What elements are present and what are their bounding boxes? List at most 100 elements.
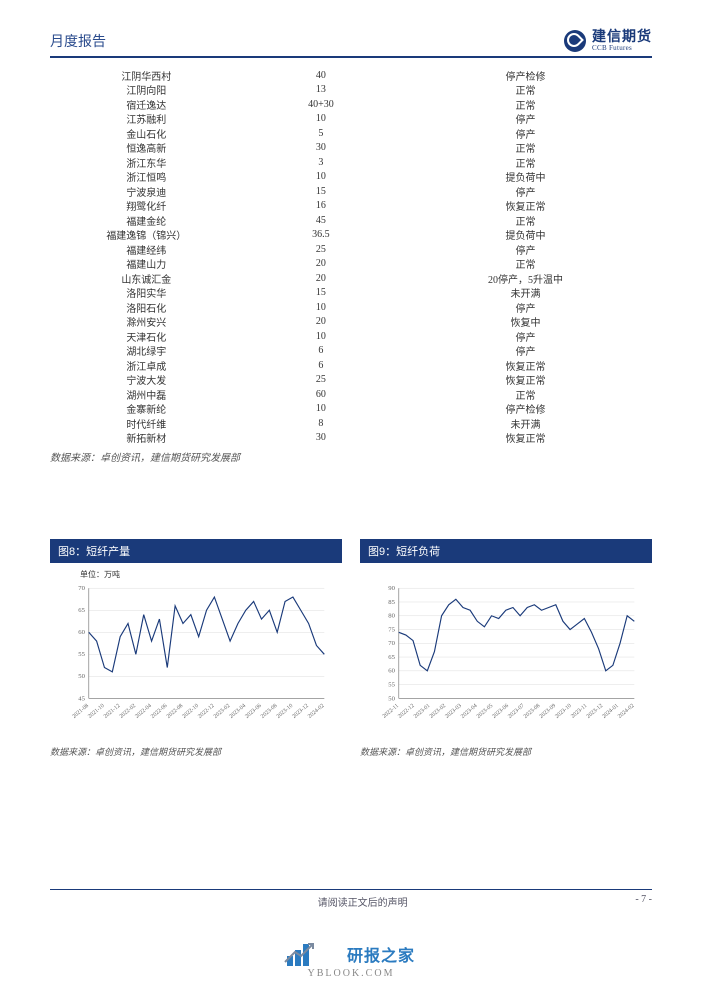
status-value: 未开满 [399, 416, 652, 431]
svg-text:2023-02: 2023-02 [213, 703, 232, 720]
status-value: 正常 [399, 155, 652, 170]
company-name: 浙江恒鸣 [50, 169, 243, 184]
table-row: 湖州中磊60正常 [50, 387, 652, 402]
watermark-bars-icon [287, 942, 341, 966]
capacity-value: 13 [243, 84, 400, 95]
company-name: 天津石化 [50, 329, 243, 344]
svg-text:55: 55 [78, 651, 85, 658]
chart9-area: 5055606570758085902022-112022-122023-012… [360, 563, 652, 733]
watermark-text: 研报之家 [347, 942, 415, 966]
svg-text:65: 65 [388, 654, 395, 661]
table-row: 新拓新材30恢复正常 [50, 431, 652, 446]
capacity-value: 20 [243, 273, 400, 284]
status-value: 恢复正常 [399, 198, 652, 213]
company-name: 山东诚汇金 [50, 271, 243, 286]
capacity-value: 20 [243, 316, 400, 327]
status-value: 恢复正常 [399, 430, 652, 445]
table-row: 江苏融利10停产 [50, 112, 652, 127]
svg-text:2023-10: 2023-10 [554, 703, 573, 720]
svg-text:2023-03: 2023-03 [444, 703, 463, 720]
svg-text:45: 45 [78, 695, 85, 702]
svg-text:60: 60 [78, 629, 85, 636]
status-value: 停产 [399, 242, 652, 257]
svg-text:90: 90 [388, 585, 395, 592]
table-row: 宁波大发25恢复正常 [50, 373, 652, 388]
company-name: 福建金纶 [50, 213, 243, 228]
ccb-logo-icon [564, 30, 586, 52]
svg-text:2022-10: 2022-10 [181, 703, 200, 720]
company-name: 滁州安兴 [50, 314, 243, 329]
svg-text:80: 80 [388, 613, 395, 620]
table-row: 福建金纶45正常 [50, 213, 652, 228]
company-name: 宿迁逸达 [50, 97, 243, 112]
svg-text:50: 50 [388, 695, 395, 702]
capacity-value: 15 [243, 287, 400, 298]
capacity-value: 10 [243, 171, 400, 182]
chart8-unit: 单位：万吨 [80, 569, 120, 580]
capacity-value: 60 [243, 389, 400, 400]
svg-text:2023-12: 2023-12 [586, 703, 605, 720]
chart9-source: 数据来源：卓创资讯，建信期货研究发展部 [360, 745, 652, 758]
table-row: 湖北绿宇6停产 [50, 344, 652, 359]
svg-text:50: 50 [78, 673, 85, 680]
company-name: 宁波泉迪 [50, 184, 243, 199]
status-value: 停产 [399, 111, 652, 126]
capacity-value: 36.5 [243, 229, 400, 240]
svg-text:55: 55 [388, 682, 395, 689]
table-row: 宿迁逸达40+30正常 [50, 97, 652, 112]
svg-text:2023-04: 2023-04 [229, 703, 248, 720]
capacity-value: 6 [243, 345, 400, 356]
watermark: 研报之家 YBLOOK.COM [0, 942, 702, 979]
svg-text:2023-12: 2023-12 [291, 703, 310, 720]
logo-cn: 建信期货 [592, 31, 652, 45]
company-name: 江苏融利 [50, 111, 243, 126]
capacity-value: 15 [243, 186, 400, 197]
page-header: 月度报告 建信期货 CCB Futures [50, 30, 652, 58]
company-name: 江阴华西村 [50, 68, 243, 83]
svg-text:2021-12: 2021-12 [103, 703, 122, 720]
status-value: 正常 [399, 140, 652, 155]
status-value: 20停产，5升温中 [399, 271, 652, 286]
capacity-value: 30 [243, 432, 400, 443]
svg-text:75: 75 [388, 626, 395, 633]
chart8-title: 图8：短纤产量 [50, 539, 342, 563]
svg-text:2023-07: 2023-07 [507, 703, 526, 720]
chart8-source: 数据来源：卓创资讯，建信期货研究发展部 [50, 745, 342, 758]
svg-text:2022-02: 2022-02 [119, 703, 138, 720]
table-row: 滁州安兴20恢复中 [50, 315, 652, 330]
status-value: 正常 [399, 97, 652, 112]
brand-logo: 建信期货 CCB Futures [564, 30, 652, 52]
status-value: 停产 [399, 300, 652, 315]
page-footer: 请阅读正文后的声明 - 7 - [50, 889, 652, 909]
svg-text:2023-01: 2023-01 [413, 703, 432, 720]
svg-text:2022-11: 2022-11 [382, 703, 400, 720]
svg-text:2022-08: 2022-08 [166, 703, 185, 720]
report-type-title: 月度报告 [50, 31, 106, 51]
footer-left-spacer [50, 894, 90, 909]
chart8-svg: 4550556065702021-082021-102021-122022-02… [54, 571, 338, 729]
company-name: 洛阳实华 [50, 285, 243, 300]
table-row: 山东诚汇金2020停产，5升温中 [50, 271, 652, 286]
svg-text:2023-02: 2023-02 [429, 703, 448, 720]
status-value: 恢复中 [399, 314, 652, 329]
company-name: 福建山力 [50, 256, 243, 271]
logo-text: 建信期货 CCB Futures [592, 31, 652, 52]
capacity-value: 40+30 [243, 99, 400, 110]
footer-page-number: - 7 - [635, 894, 652, 909]
capacity-value: 10 [243, 331, 400, 342]
capacity-value: 40 [243, 70, 400, 81]
status-value: 正常 [399, 256, 652, 271]
chart8-box: 图8：短纤产量 单位：万吨 4550556065702021-082021-10… [50, 539, 342, 758]
svg-text:2022-04: 2022-04 [134, 703, 153, 720]
svg-text:2023-09: 2023-09 [539, 703, 558, 720]
table-row: 宁波泉迪15停产 [50, 184, 652, 199]
table-row: 洛阳实华15未开满 [50, 286, 652, 301]
status-value: 恢复正常 [399, 358, 652, 373]
company-name: 福建经纬 [50, 242, 243, 257]
capacity-value: 10 [243, 403, 400, 414]
chart9-title: 图9：短纤负荷 [360, 539, 652, 563]
status-value: 停产检修 [399, 68, 652, 83]
table-row: 福建经纬25停产 [50, 242, 652, 257]
table-row: 天津石化10停产 [50, 329, 652, 344]
capacity-value: 25 [243, 244, 400, 255]
